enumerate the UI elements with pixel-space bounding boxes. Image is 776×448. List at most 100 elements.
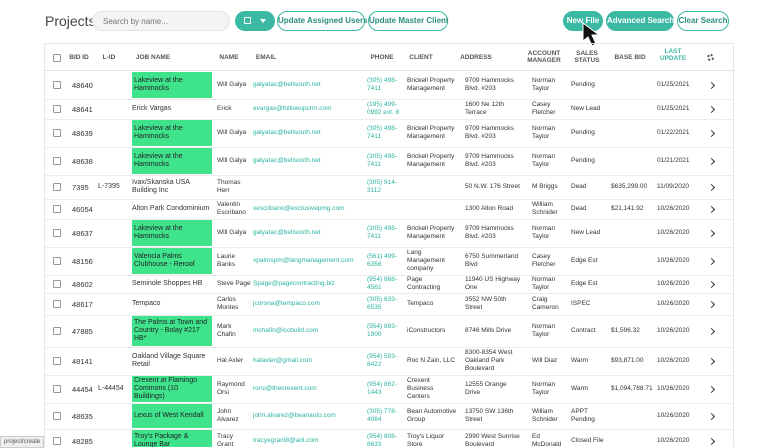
chevron-right-icon[interactable] xyxy=(707,300,716,309)
update-assigned-users-button[interactable]: Update Assigned Users xyxy=(277,11,368,31)
row-checkbox[interactable] xyxy=(53,327,61,335)
phone-link[interactable]: (954) 862-1443 xyxy=(367,381,397,396)
row-checkbox[interactable] xyxy=(53,357,61,365)
phone-link[interactable]: (954) 593-8422 xyxy=(367,353,397,368)
phone-link[interactable]: (561) 499-6358 xyxy=(367,253,397,268)
job-name-link[interactable]: Alton Park Condominium xyxy=(132,205,210,212)
chevron-right-icon[interactable] xyxy=(707,81,716,90)
chevron-right-icon[interactable] xyxy=(707,105,716,114)
col-last-update[interactable]: LAST UPDATE xyxy=(659,48,687,62)
table-row[interactable]: 7395 L-7395 Ivax/Skanska USA Building Inc T… xyxy=(45,175,733,200)
table-row[interactable]: 47885 The Palms at Town and Country - Bol… xyxy=(45,315,733,348)
phone-link[interactable]: (954) 868-4561 xyxy=(367,276,397,291)
email-link[interactable]: tracyegrant8@aol.com xyxy=(253,437,319,444)
chevron-right-icon[interactable] xyxy=(707,257,716,266)
email-link[interactable]: galyatac@bellsouth.net xyxy=(253,229,321,236)
chevron-right-icon[interactable] xyxy=(707,357,716,366)
job-name-link[interactable]: Ivax/Skanska USA Building Inc xyxy=(132,179,190,194)
col-client[interactable]: CLIENT xyxy=(409,54,433,61)
email-link[interactable]: galyatac@bellsouth.net xyxy=(253,157,321,164)
chevron-right-icon[interactable] xyxy=(707,183,716,192)
phone-link[interactable] xyxy=(367,201,401,217)
col-account-manager[interactable]: ACCOUNT MANAGER xyxy=(527,50,561,64)
phone-link[interactable]: (305) 778-4084 xyxy=(367,408,397,423)
row-checkbox[interactable] xyxy=(53,385,61,393)
phone-link[interactable]: (954) 893-1900 xyxy=(367,323,397,338)
clear-search-button[interactable]: Clear Search xyxy=(677,11,729,31)
row-checkbox[interactable] xyxy=(53,81,61,89)
save-menu-button[interactable] xyxy=(235,11,275,31)
row-checkbox[interactable] xyxy=(53,183,61,191)
row-checkbox[interactable] xyxy=(53,280,61,288)
search-input[interactable] xyxy=(92,11,230,31)
email-link[interactable]: Spage@pagecontracting.biz xyxy=(253,280,335,287)
job-name-link[interactable]: Erick Vargas xyxy=(132,105,172,112)
table-row[interactable]: 48141 Oakland Village Square Retail Hal Ax… xyxy=(45,347,733,376)
phone-link[interactable]: (305) 914-3112 xyxy=(367,179,397,194)
job-name-link[interactable]: Lakeview at the Hammocks xyxy=(132,72,212,98)
table-row[interactable]: 48635 Lexus of West Kendall John Alvarez jo… xyxy=(45,403,733,430)
chevron-right-icon[interactable] xyxy=(707,327,716,336)
gear-icon[interactable] xyxy=(707,54,714,61)
job-name-link[interactable]: Lakeview at the Hammocks xyxy=(132,220,212,246)
email-link[interactable]: evargas@followupcrm.com xyxy=(253,105,332,112)
col-bid-id[interactable]: BID ID xyxy=(69,54,89,61)
job-name-link[interactable]: Troy's Package & Lounge Bar xyxy=(132,430,212,447)
email-link[interactable]: galyatac@bellsouth.net xyxy=(253,81,321,88)
table-row[interactable]: 44454 L-44454 Crexent at Flamingo Commons … xyxy=(45,375,733,404)
table-row[interactable]: 48640 Lakeview at the Hammocks Will Galya g… xyxy=(45,71,733,100)
col-name[interactable]: NAME xyxy=(219,54,239,61)
email-link[interactable]: rorsi@thecrexent.com xyxy=(253,385,317,392)
job-name-link[interactable]: Lexus of West Kendall xyxy=(132,404,212,428)
phone-link[interactable]: (305) 498-7411 xyxy=(367,225,397,240)
col-phone[interactable]: PHONE xyxy=(370,54,394,61)
table-row[interactable]: 48156 Valencia Palms Clubhouse - Reroof La… xyxy=(45,247,733,276)
row-checkbox[interactable] xyxy=(53,229,61,237)
table-row[interactable]: 48639 Lakeview at the Hammocks Will Galya g… xyxy=(45,119,733,148)
chevron-right-icon[interactable] xyxy=(707,229,716,238)
job-name-link[interactable]: Lakeview at the Hammocks xyxy=(132,120,212,146)
job-name-link[interactable]: Oakland Village Square Retail xyxy=(132,353,206,368)
col-email[interactable]: EMAIL xyxy=(255,54,277,61)
col-job-name[interactable]: JOB NAME xyxy=(135,54,171,61)
phone-link[interactable]: (954) 806-8633 xyxy=(367,433,397,447)
job-name-link[interactable]: Crexent at Flamingo Commons (10 Building… xyxy=(132,376,212,402)
row-checkbox[interactable] xyxy=(53,437,61,445)
select-all-checkbox[interactable] xyxy=(53,54,61,62)
email-link[interactable]: mchafin@iccbuild.com xyxy=(253,327,319,334)
email-link[interactable]: vescribano@exclusivepmg.com xyxy=(253,205,345,212)
email-link[interactable]: vpalmspm@langmanagement.com xyxy=(253,257,354,264)
job-name-link[interactable]: Tempaco xyxy=(132,300,161,307)
row-checkbox[interactable] xyxy=(53,105,61,113)
phone-link[interactable]: (305) 498-7411 xyxy=(367,77,397,92)
table-row[interactable]: 48641 Erick Vargas Erick evargas@followupcr… xyxy=(45,99,733,120)
email-link[interactable]: john.alvarez@beanauto.com xyxy=(253,412,336,419)
chevron-right-icon[interactable] xyxy=(707,280,716,289)
row-checkbox[interactable] xyxy=(53,300,61,308)
col-base-bid[interactable]: BASE BID xyxy=(614,54,646,61)
advanced-search-button[interactable]: Advanced Search xyxy=(606,11,674,31)
phone-link[interactable]: (305) 498-7411 xyxy=(367,125,397,140)
chevron-right-icon[interactable] xyxy=(707,385,716,394)
job-name-link[interactable]: Lakeview at the Hammocks xyxy=(132,148,212,174)
job-name-link[interactable]: Seminole Shoppes HB xyxy=(132,280,203,287)
chevron-right-icon[interactable] xyxy=(707,412,716,421)
phone-link[interactable]: (195) 499-0992 ext. 8 xyxy=(367,101,400,116)
table-row[interactable]: 48638 Lakeview at the Hammocks Will Galya g… xyxy=(45,147,733,176)
email-link[interactable]: halaxler@gmail.com xyxy=(253,357,312,364)
table-row[interactable]: 48637 Lakeview at the Hammocks Will Galya g… xyxy=(45,219,733,248)
email-link[interactable]: jcorona@tempaco.com xyxy=(253,300,320,307)
update-master-client-button[interactable]: Update Master Client xyxy=(368,11,449,31)
job-name-link[interactable]: Valencia Palms Clubhouse - Reroof xyxy=(132,248,212,274)
row-checkbox[interactable] xyxy=(53,412,61,420)
table-row[interactable]: 46054 Alton Park Condominium Valentin Escr… xyxy=(45,199,733,220)
chevron-right-icon[interactable] xyxy=(707,157,716,166)
chevron-right-icon[interactable] xyxy=(707,205,716,214)
row-checkbox[interactable] xyxy=(53,157,61,165)
row-checkbox[interactable] xyxy=(53,205,61,213)
table-row[interactable]: 48617 Tempaco Carlos Montes jcorona@tempaco… xyxy=(45,293,733,316)
chevron-right-icon[interactable] xyxy=(707,129,716,138)
email-link[interactable]: galyatac@bellsouth.net xyxy=(253,129,321,136)
table-row[interactable]: 48602 Seminole Shoppes HB Steve Page Spage@… xyxy=(45,275,733,294)
chevron-right-icon[interactable] xyxy=(707,437,716,446)
